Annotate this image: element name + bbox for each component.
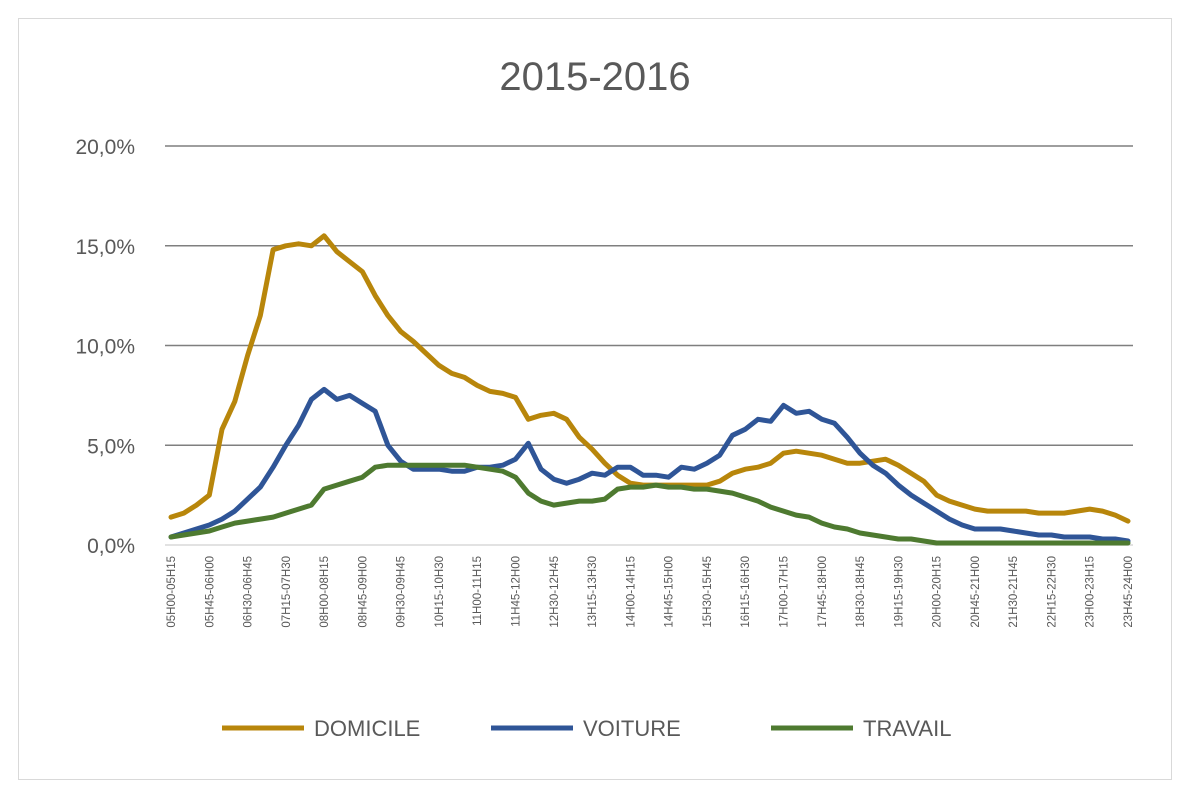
x-tick-label: 17H45-18H00 <box>817 556 829 628</box>
y-tick-label: 20,0% <box>75 136 135 159</box>
x-tick-label: 08H00-08H15 <box>319 556 331 628</box>
x-tick-label: 05H00-05H15 <box>166 556 178 628</box>
x-tick-label: 18H30-18H45 <box>855 556 867 628</box>
x-tick-label: 11H00-11H15 <box>472 556 484 626</box>
x-tick-label: 22H15-22H30 <box>1046 556 1058 628</box>
x-tick-label: 13H15-13H30 <box>587 556 599 628</box>
x-tick-label: 09H30-09H45 <box>396 556 408 628</box>
x-axis-ticks: 05H00-05H15 05H45-06H00 06H30-06H45 07H15-0… <box>166 556 1135 628</box>
x-tick-label: 15H30-15H45 <box>702 556 714 628</box>
series-line-voiture <box>168 386 1131 544</box>
x-tick-label: 14H45-15H00 <box>664 556 676 628</box>
x-tick-label: 14H00-14H15 <box>625 556 637 628</box>
chart-title: 2015-2016 <box>499 55 690 99</box>
x-tick-label: 20H00-20H15 <box>932 556 944 628</box>
x-tick-label: 11H45-12H00 <box>511 556 523 627</box>
x-tick-label: 07H15-07H30 <box>281 556 293 628</box>
y-tick-label: 10,0% <box>75 336 135 359</box>
legend-label: DOMICILE <box>314 716 420 741</box>
y-axis-ticks: 0,0% 5,0% 10,0% 15,0% 20,0% <box>75 136 135 558</box>
x-tick-label: 21H30-21H45 <box>1008 556 1020 628</box>
x-tick-label: 16H15-16H30 <box>740 556 752 628</box>
x-tick-label: 20H45-21H00 <box>970 556 982 628</box>
x-tick-label: 23H45-24H00 <box>1123 556 1135 628</box>
x-tick-label: 06H30-06H45 <box>243 556 255 628</box>
x-tick-label: 08H45-09H00 <box>357 556 369 628</box>
legend: DOMICILE VOITURE TRAVAIL <box>222 716 951 741</box>
y-tick-label: 15,0% <box>75 236 135 259</box>
series-line-domicile <box>168 233 1131 524</box>
x-tick-label: 19H15-19H30 <box>893 556 905 628</box>
chart-frame <box>18 18 1172 780</box>
legend-label: TRAVAIL <box>863 716 951 741</box>
y-tick-label: 0,0% <box>87 535 135 558</box>
x-tick-label: 12H30-12H45 <box>549 556 561 628</box>
x-tick-label: 17H00-17H15 <box>778 556 790 628</box>
x-tick-label: 10H15-10H30 <box>434 556 446 628</box>
series-lines <box>168 233 1131 546</box>
x-tick-label: 23H00-23H15 <box>1085 556 1097 628</box>
y-tick-label: 5,0% <box>87 435 135 458</box>
x-tick-label: 05H45-06H00 <box>204 556 216 628</box>
series-line-travail <box>168 462 1131 546</box>
legend-label: VOITURE <box>583 716 681 741</box>
